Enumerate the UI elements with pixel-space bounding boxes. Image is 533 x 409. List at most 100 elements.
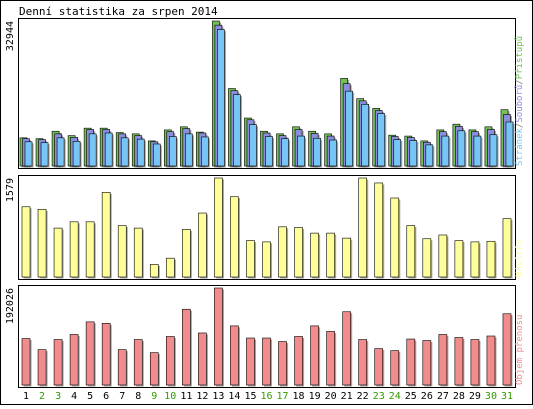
bar-visits-Návštěv-17 bbox=[278, 226, 287, 278]
bar-hits-Stránek-7 bbox=[120, 137, 129, 167]
x-tick-label-23: 23 bbox=[373, 391, 385, 402]
bar-visits-Návštěv-8 bbox=[133, 227, 143, 278]
panel-visits: 1579 Návštěv bbox=[5, 175, 525, 280]
x-tick-label-11: 11 bbox=[180, 391, 192, 402]
x-tick-label-21: 21 bbox=[341, 391, 353, 402]
x-tick-label-5: 5 bbox=[87, 391, 93, 402]
x-tick-label-14: 14 bbox=[228, 391, 240, 402]
bar-hits-Stránek-6 bbox=[104, 132, 113, 167]
bar-traffic-Objem přenosu-16 bbox=[262, 337, 271, 386]
bar-traffic-Objem přenosu-28 bbox=[454, 337, 464, 386]
x-tick-label-6: 6 bbox=[103, 391, 109, 402]
bar-traffic-Objem přenosu-10 bbox=[165, 336, 175, 386]
bar-visits-Návštěv-26 bbox=[422, 238, 432, 278]
bar-traffic-Objem přenosu-17 bbox=[278, 341, 287, 386]
bar-visits-Návštěv-14 bbox=[230, 196, 239, 278]
bar-visits-Návštěv-10 bbox=[165, 257, 175, 278]
x-tick-label-27: 27 bbox=[437, 391, 449, 402]
bar-visits-Návštěv-3 bbox=[53, 227, 63, 278]
series-label-visits: Návštěv bbox=[514, 239, 525, 277]
x-tick-label-19: 19 bbox=[309, 391, 321, 402]
bar-visits-Návštěv-22 bbox=[358, 177, 368, 278]
bar-hits-Stránek-9 bbox=[152, 143, 161, 167]
bar-traffic-Objem přenosu-24 bbox=[390, 350, 400, 386]
bar-hits-Stránek-30 bbox=[489, 134, 498, 167]
bar-hits-Stránek-3 bbox=[56, 137, 65, 167]
x-tick-label-1: 1 bbox=[23, 391, 29, 402]
bar-traffic-Objem přenosu-4 bbox=[69, 334, 79, 386]
bar-traffic-Objem přenosu-14 bbox=[230, 325, 239, 386]
bar-hits-Stránek-12 bbox=[201, 136, 209, 167]
bar-traffic-Objem přenosu-25 bbox=[406, 338, 416, 386]
x-tick-label-20: 20 bbox=[325, 391, 337, 402]
bar-traffic-Objem přenosu-9 bbox=[149, 352, 159, 386]
bar-hits-Stránek-5 bbox=[88, 133, 97, 167]
y-max-label-hits: 32944 bbox=[5, 21, 16, 51]
bar-visits-Návštěv-28 bbox=[454, 240, 464, 278]
x-tick-label-10: 10 bbox=[164, 391, 176, 402]
bar-visits-Návštěv-13 bbox=[214, 177, 223, 278]
x-tick-label-4: 4 bbox=[71, 391, 77, 402]
bar-hits-Stránek-1 bbox=[24, 141, 33, 167]
bar-traffic-Objem přenosu-20 bbox=[326, 331, 335, 386]
series-label-hits: Stránek/Souborů/Přístupů bbox=[514, 36, 525, 166]
bar-traffic-Objem přenosu-18 bbox=[294, 336, 303, 386]
chart-title: Denní statistika za srpen 2014 bbox=[19, 5, 218, 18]
series-label-part-hits-3: / bbox=[515, 79, 525, 84]
x-tick-label-9: 9 bbox=[151, 391, 157, 402]
bar-traffic-Objem přenosu-29 bbox=[470, 339, 480, 386]
bar-traffic-Objem přenosu-6 bbox=[101, 323, 111, 386]
bar-traffic-Objem přenosu-30 bbox=[486, 335, 496, 386]
bar-visits-Návštěv-15 bbox=[246, 240, 255, 278]
bar-hits-Stránek-4 bbox=[72, 141, 81, 167]
bar-traffic-Objem přenosu-31 bbox=[502, 313, 512, 386]
x-tick-label-17: 17 bbox=[277, 391, 289, 402]
bar-visits-Návštěv-24 bbox=[390, 197, 400, 278]
bar-traffic-Objem přenosu-26 bbox=[422, 340, 432, 386]
x-tick-label-8: 8 bbox=[135, 391, 141, 402]
bar-traffic-Objem přenosu-2 bbox=[37, 349, 47, 386]
bar-visits-Návštěv-31 bbox=[502, 218, 512, 278]
bar-traffic-Objem přenosu-23 bbox=[374, 348, 384, 386]
bar-hits-Stránek-13 bbox=[217, 29, 225, 167]
bar-traffic-Objem přenosu-8 bbox=[133, 339, 143, 386]
x-tick-label-22: 22 bbox=[357, 391, 369, 402]
x-tick-label-25: 25 bbox=[405, 391, 417, 402]
bar-traffic-Objem přenosu-15 bbox=[246, 337, 255, 386]
bar-visits-Návštěv-2 bbox=[37, 208, 47, 278]
bar-hits-Stránek-23 bbox=[377, 113, 386, 167]
panels-layer: 32944Stránek/Souborů/Přístupů1579Návštěv… bbox=[5, 18, 525, 388]
bar-visits-Návštěv-16 bbox=[262, 241, 271, 278]
bar-hits-Stránek-10 bbox=[168, 136, 177, 167]
bar-visits-Návštěv-20 bbox=[326, 232, 335, 278]
bar-hits-Stránek-19 bbox=[313, 137, 321, 167]
bar-visits-Návštěv-18 bbox=[294, 227, 303, 278]
x-axis-labels: 1 2 3 4 5 6 7 8 9 10 11 12 13 14 15 16 17 18 19 20 21 22 23 24 2… bbox=[23, 391, 513, 402]
bar-traffic-Objem přenosu-22 bbox=[358, 339, 368, 386]
series-label-part-hits-4: Přístupů bbox=[514, 36, 525, 79]
x-tick-label-28: 28 bbox=[453, 391, 465, 402]
bar-traffic-Objem přenosu-11 bbox=[182, 308, 191, 386]
x-tick-label-15: 15 bbox=[244, 391, 256, 402]
x-tick-label-29: 29 bbox=[469, 391, 481, 402]
x-tick-label-26: 26 bbox=[421, 391, 433, 402]
x-tick-label-18: 18 bbox=[293, 391, 305, 402]
bar-visits-Návštěv-27 bbox=[438, 234, 448, 278]
bar-hits-Stránek-25 bbox=[409, 140, 418, 167]
y-max-label-traffic: 192026 bbox=[5, 288, 16, 324]
series-label-part-hits-0: Stránek bbox=[515, 127, 525, 166]
bar-hits-Stránek-2 bbox=[40, 142, 49, 167]
bar-traffic-Objem přenosu-5 bbox=[85, 321, 95, 386]
x-tick-label-24: 24 bbox=[389, 391, 401, 402]
series-label-part-visits-0: Návštěv bbox=[514, 239, 525, 277]
bar-visits-Návštěv-6 bbox=[101, 192, 111, 278]
bar-hits-Stránek-16 bbox=[265, 136, 273, 167]
bar-visits-Návštěv-4 bbox=[69, 221, 79, 278]
bar-visits-Návštěv-11 bbox=[182, 229, 191, 278]
bar-hits-Stránek-29 bbox=[473, 135, 482, 167]
x-tick-label-31: 31 bbox=[501, 391, 513, 402]
bar-traffic-Objem přenosu-12 bbox=[198, 332, 207, 386]
bar-traffic-Objem přenosu-13 bbox=[214, 287, 223, 386]
bar-traffic-Objem přenosu-1 bbox=[21, 338, 31, 386]
